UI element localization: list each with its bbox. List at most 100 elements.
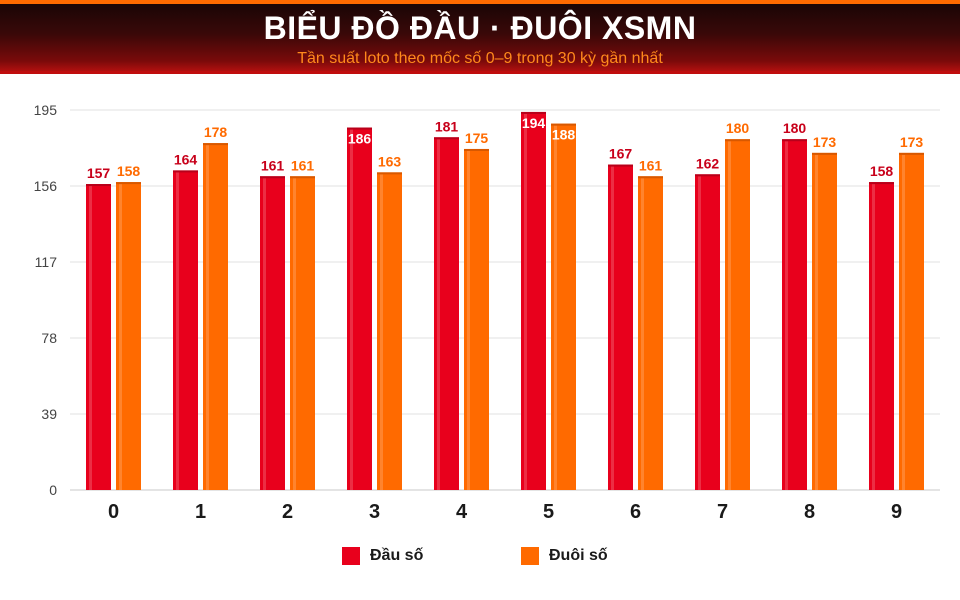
bar-cap [869,182,894,185]
bar-tail [899,152,924,490]
y-axis: 0 39 78 117 156 195 [34,102,58,498]
bar-cap [638,176,663,179]
bar-cap [899,152,924,155]
value-label-head: 164 [174,151,198,167]
value-label-tail: 158 [117,163,141,179]
value-label-head: 158 [870,163,894,179]
bar-cap [521,111,546,114]
legend-label-head: Đầu số [370,547,424,564]
bar-cap [347,127,372,130]
bar-highlight [554,125,557,491]
bar-cap [782,139,807,142]
value-label-head: 162 [696,155,720,171]
bar-head [695,174,720,491]
x-tick-label: 4 [456,501,468,523]
bar-head [434,137,459,491]
y-tick-label: 0 [49,482,57,498]
value-label-tail: 175 [465,130,489,146]
grid-lines [70,109,940,491]
legend-label-tail: Đuôi số [549,547,608,564]
bar-tail [725,139,750,490]
bar-cap [812,152,837,155]
bar-head [260,176,285,490]
bar-cap [434,137,459,140]
x-axis: 0 1 2 3 4 5 6 7 8 9 [108,501,902,523]
x-tick-label: 3 [369,501,380,523]
bar-highlight [611,166,614,491]
legend: Đầu số Đuôi số [0,545,960,569]
value-label-head: 161 [261,157,285,173]
bars [86,111,924,491]
x-tick-label: 7 [717,501,728,523]
value-labels: 157 158 164 178 161 161 186 163 181 175 194 188 167 1… [87,115,924,181]
y-tick-label: 39 [41,406,57,422]
bar-cap [86,184,111,187]
bar-cap [608,164,633,167]
bar-tail [377,172,402,490]
bar-cap [260,176,285,179]
x-tick-label: 8 [804,501,815,523]
value-label-tail: 161 [291,157,315,173]
bar-head [869,182,894,490]
value-label-tail: 188 [552,127,576,143]
bar-cap [695,174,720,177]
bar-highlight [524,113,527,490]
bar-highlight [119,184,122,490]
bar-head [86,184,111,491]
bar-head [347,127,372,491]
y-tick-label: 195 [34,102,58,118]
bar-cap [725,139,750,142]
bar-tail [638,176,663,490]
bar-tail [290,176,315,490]
bar-highlight [263,178,266,490]
bar-highlight [437,139,440,491]
legend-item-head: Đầu số [342,545,423,567]
bar-highlight [350,129,353,491]
bar-head [608,164,633,491]
legend-swatch-tail [521,547,539,565]
bar-cap [290,176,315,179]
x-tick-label: 1 [195,501,206,523]
x-tick-label: 5 [543,501,554,523]
value-label-tail: 173 [813,134,837,150]
value-label-head: 194 [522,115,546,131]
bar-highlight [728,141,731,490]
y-tick-label: 117 [35,254,58,270]
bar-cap [203,143,228,146]
x-tick-label: 2 [282,501,293,523]
bar-highlight [206,145,209,490]
bar-tail [464,148,489,490]
chart-title: BIỂU ĐỒ ĐẦU · ĐUÔI XSMN [263,10,697,46]
bar-highlight [698,176,701,491]
value-label-tail: 161 [639,157,663,173]
value-label-head: 180 [783,120,807,136]
bar-tail [551,123,576,491]
chart-subtitle: Tần suất loto theo mốc số 0–9 trong 30 k… [297,50,663,67]
value-label-head: 181 [435,118,459,134]
x-tick-label: 0 [108,501,119,523]
bar-highlight [785,141,788,490]
bar-head [173,170,198,490]
bar-tail [812,152,837,490]
bar-highlight [380,174,383,490]
x-tick-label: 6 [630,501,641,523]
bar-cap [377,172,402,175]
bar-highlight [176,172,179,490]
bar-highlight [89,186,92,491]
legend-swatch-head [342,547,360,565]
value-label-head: 157 [87,165,111,181]
bar-tail [203,143,228,490]
bar-tail [116,182,141,490]
bar-highlight [872,184,875,490]
bar-highlight [641,178,644,490]
bar-cap [464,148,489,151]
value-label-tail: 178 [204,124,228,140]
bar-highlight [467,150,470,490]
legend-item-tail: Đuôi số [521,545,608,567]
value-label-tail: 163 [378,153,402,169]
value-label-head: 167 [609,146,633,162]
chart-header: BIỂU ĐỒ ĐẦU · ĐUÔI XSMN Tần suất loto th… [0,0,960,74]
value-label-tail: 180 [726,120,750,136]
bar-cap [116,182,141,185]
